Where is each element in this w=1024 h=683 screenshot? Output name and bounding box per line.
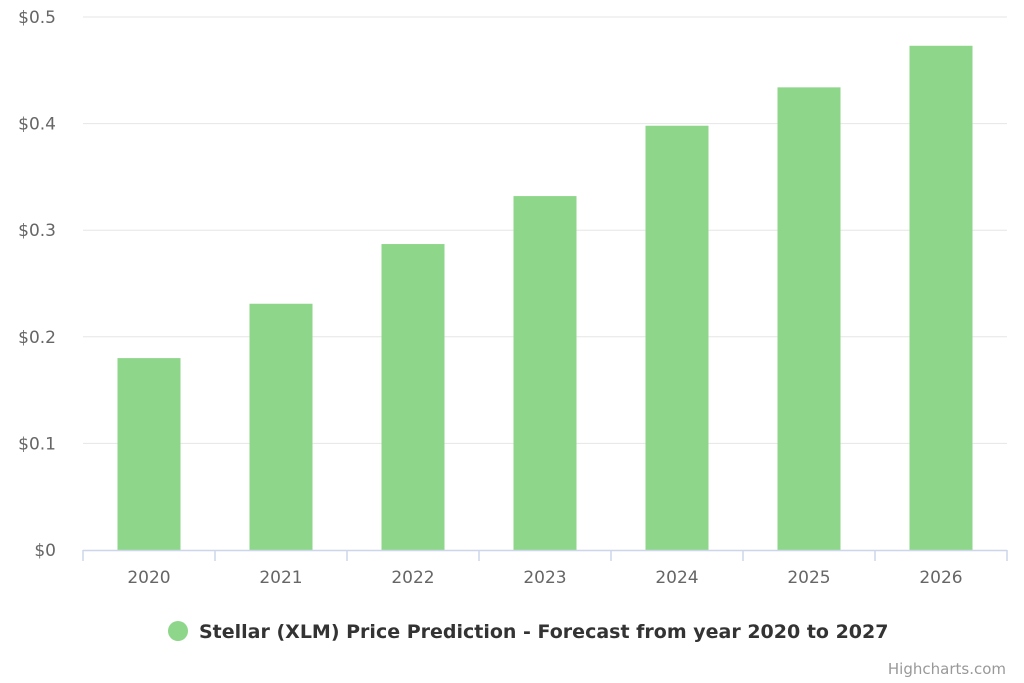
x-tick-label: 2024	[655, 568, 698, 588]
y-tick-label: $0.2	[18, 328, 56, 348]
bar-2026[interactable]	[909, 45, 973, 550]
x-tick-label: 2020	[127, 568, 170, 588]
x-tick-label: 2023	[523, 568, 566, 588]
bar-2024[interactable]	[645, 125, 709, 551]
y-tick-label: $0.5	[18, 8, 56, 28]
legend-series-label[interactable]: Stellar (XLM) Price Prediction - Forecas…	[199, 621, 888, 643]
y-tick-label: $0.3	[18, 221, 56, 241]
bar-2022[interactable]	[381, 244, 445, 551]
bar-2020[interactable]	[117, 358, 181, 550]
bars	[117, 45, 973, 551]
credits-link[interactable]: Highcharts.com	[888, 660, 1006, 678]
legend-marker	[168, 621, 188, 641]
y-tick-label: $0.4	[18, 115, 56, 135]
legend[interactable]: Stellar (XLM) Price Prediction - Forecas…	[168, 621, 888, 643]
x-tick-label: 2026	[919, 568, 962, 588]
x-tick-label: 2025	[787, 568, 830, 588]
y-axis-tick-labels: $0 $0.1 $0.2 $0.3 $0.4 $0.5	[18, 8, 56, 561]
x-tick-label: 2021	[259, 568, 302, 588]
y-tick-label: $0.1	[18, 434, 56, 454]
bar-2021[interactable]	[249, 303, 313, 550]
x-axis: 2020 2021 2022 2023 2024 2025 2026	[82, 549, 1008, 588]
bar-2025[interactable]	[777, 87, 841, 550]
x-tick-label: 2022	[391, 568, 434, 588]
y-tick-label: $0	[34, 541, 56, 561]
bar-2023[interactable]	[513, 196, 577, 550]
